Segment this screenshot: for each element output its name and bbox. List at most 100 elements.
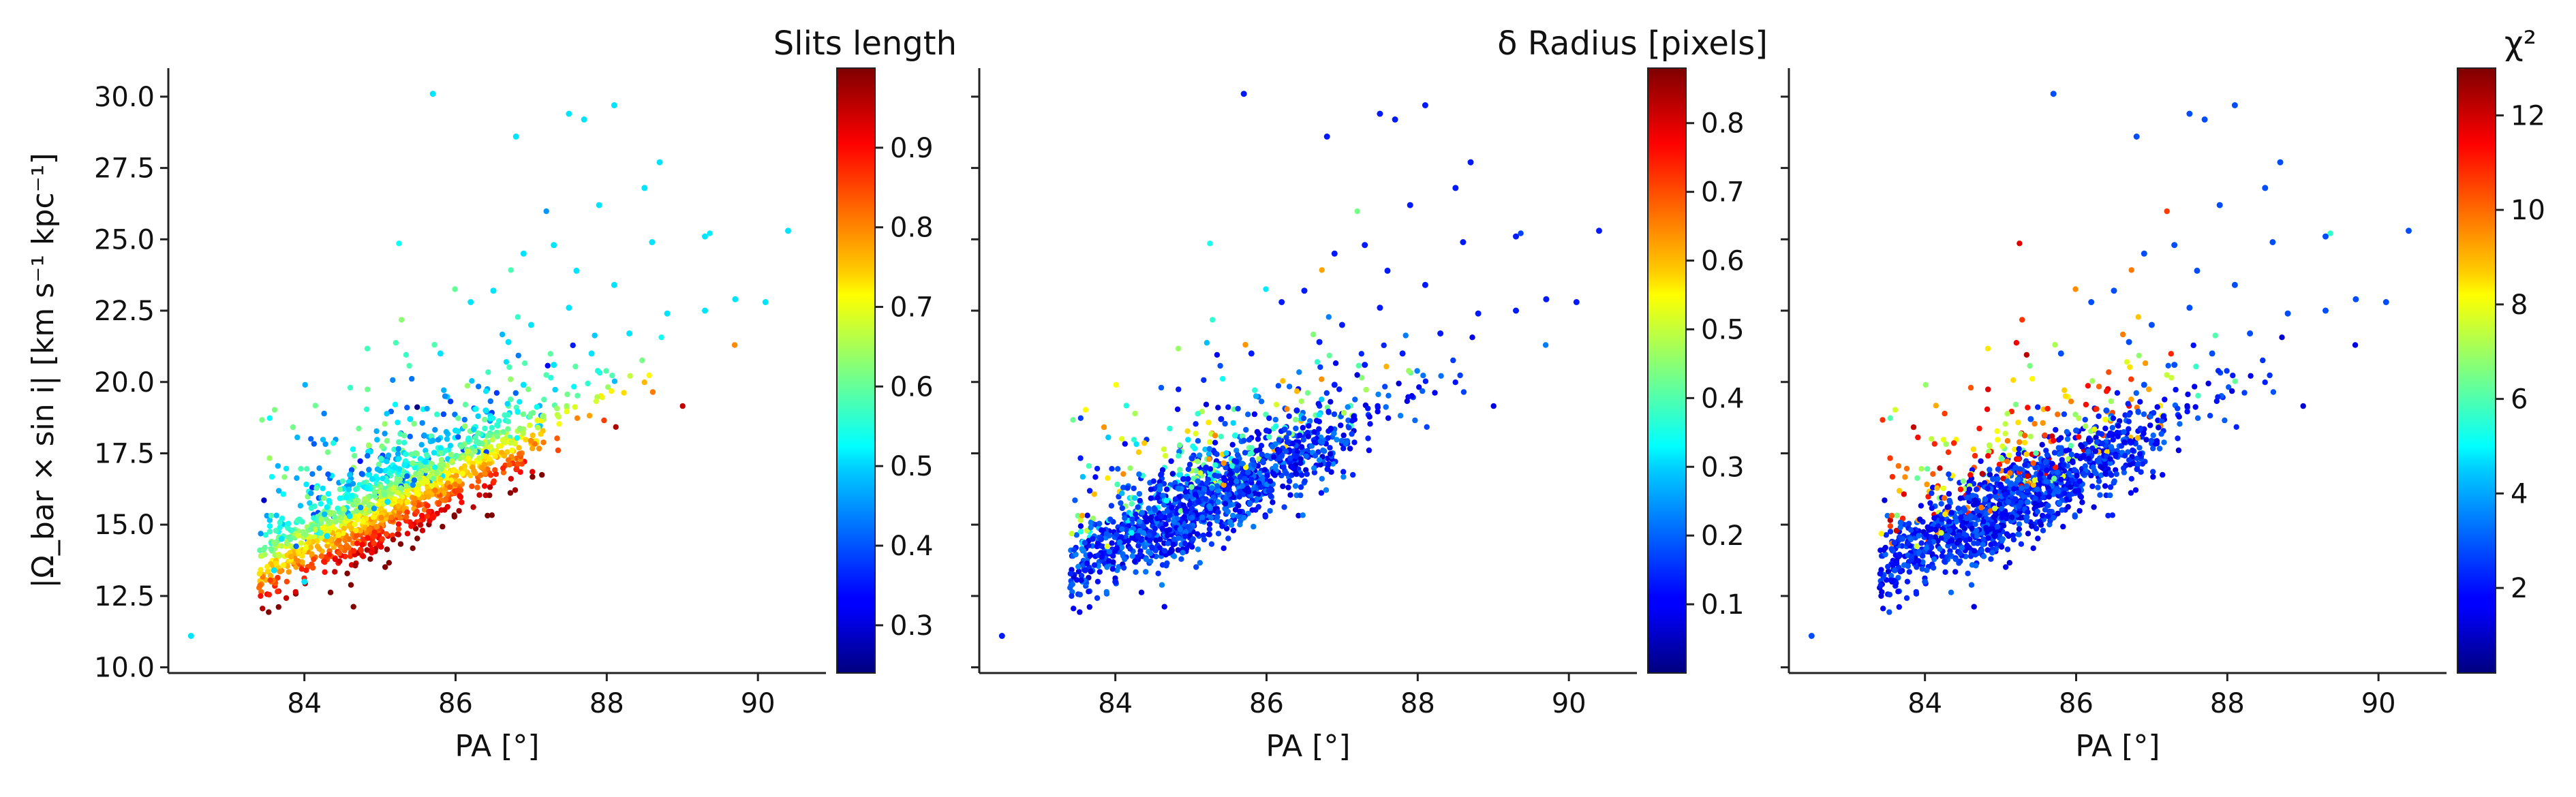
data-point [337,495,343,501]
data-point [386,470,393,476]
data-point [1931,556,1937,563]
data-point [1283,448,1289,454]
data-point [365,386,371,392]
data-point [1138,589,1145,595]
data-point [1158,384,1165,391]
x-tick-label: 88 [2210,688,2245,719]
data-point [1156,486,1163,493]
data-point [2007,470,2013,476]
data-point [2194,267,2201,274]
data-point [309,471,316,477]
data-point [1300,512,1306,518]
data-point [1961,525,1967,532]
data-point [1251,411,1258,418]
data-point [493,390,500,396]
data-point [358,504,364,511]
data-point [1146,532,1152,538]
data-point [374,437,380,443]
data-point [1071,606,1077,612]
data-point [423,448,429,454]
data-point [1316,339,1323,345]
data-point [1999,536,2006,542]
data-point [530,409,536,416]
data-point [303,481,309,488]
data-point [261,497,267,503]
data-point [2103,407,2110,414]
data-point [440,411,447,418]
data-point [1420,373,1426,379]
data-point [2016,521,2023,527]
data-point [1214,483,1221,489]
data-point [507,490,514,496]
data-point [280,491,286,497]
data-point [1282,426,1288,433]
data-point [1225,486,1231,493]
data-point [1319,475,1325,482]
data-point [371,505,378,512]
data-point [2136,352,2142,359]
data-point [1127,465,1133,471]
data-point [1135,504,1141,510]
data-point [1217,362,1223,369]
data-point [1169,471,1176,477]
data-point [453,452,459,459]
data-point [421,507,428,513]
colorbar-tick-label: 0.6 [890,371,934,403]
data-point [338,545,344,551]
data-point [1323,134,1330,140]
data-point [395,490,401,496]
data-point [566,304,572,311]
data-point [626,330,633,337]
data-point [505,411,512,418]
data-point [1124,485,1131,491]
data-point [1925,466,1931,472]
data-point [1991,533,1998,540]
data-point [2050,91,2057,97]
x-tick-label: 86 [1249,688,1284,719]
data-point [316,546,322,552]
data-point [2241,390,2248,396]
data-point [1068,582,1074,589]
data-point [1999,514,2005,520]
data-point [432,426,438,433]
data-point [2058,476,2064,483]
data-point [2109,512,2115,518]
data-point [1106,558,1112,564]
data-point [540,413,546,420]
data-point [2107,456,2113,462]
data-point [476,492,482,498]
data-point [2033,450,2039,456]
data-point [383,531,390,537]
data-point [2128,376,2134,382]
data-point [1518,230,1524,236]
data-point [430,437,436,443]
data-point [1375,403,1381,409]
data-point [1107,516,1114,522]
data-point [2021,439,2028,446]
data-point [275,604,281,610]
data-point [481,483,488,489]
data-point [411,420,417,427]
data-point [279,515,286,522]
data-point [2006,560,2012,566]
data-point [1880,606,1886,612]
data-point [627,373,633,379]
data-point [1366,413,1373,420]
data-point [1205,476,1212,483]
data-point [530,432,536,439]
data-point [547,351,553,357]
data-point [2146,386,2152,392]
data-point [371,493,378,499]
data-point [1077,523,1084,529]
data-point [551,242,557,249]
data-point [1283,435,1289,441]
data-point [403,487,410,494]
data-point [1946,497,1952,504]
data-point [1422,281,1428,288]
data-point [1939,516,1945,522]
data-point [406,362,412,369]
data-point [311,556,317,563]
data-point [1162,452,1169,459]
data-point [1268,493,1274,499]
data-point [2042,458,2049,465]
